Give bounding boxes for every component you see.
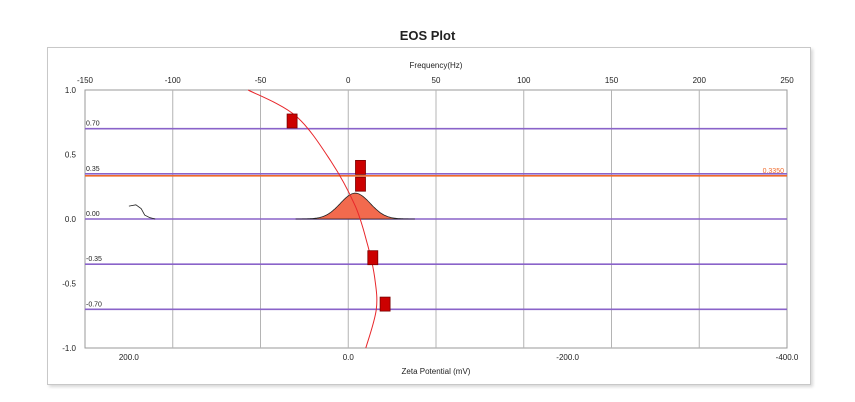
level-label: 0.00 — [86, 211, 100, 218]
y-tick-label: -1.0 — [62, 344, 76, 353]
top-tick-label: 150 — [605, 76, 619, 85]
y-tick-label: 0.5 — [65, 151, 77, 160]
axis-layer: -150 -100 -50 0 50 100 150 200 250 1.0 0.5 0.0 -0.5 -… — [62, 76, 799, 362]
top-tick-label: -100 — [165, 76, 182, 85]
bottom-tick-label: -400.0 — [776, 353, 799, 362]
curve-layer — [247, 89, 378, 349]
marker-layer — [286, 113, 391, 312]
top-tick-label: 200 — [693, 76, 707, 85]
parabola-curve — [247, 89, 378, 349]
data-marker — [286, 113, 298, 129]
top-tick-label: -150 — [77, 76, 94, 85]
top-tick-label: 100 — [517, 76, 531, 85]
y-tick-label: -0.5 — [62, 280, 76, 289]
y-tick-label: 0.0 — [65, 215, 77, 224]
bottom-tick-label: 200.0 — [119, 353, 140, 362]
spectrum-tail — [128, 204, 156, 220]
top-tick-label: 50 — [432, 76, 441, 85]
level-label: 0.70 — [86, 121, 100, 128]
data-marker — [355, 159, 366, 175]
top-axis-label: Frequency(Hz) — [410, 61, 463, 70]
data-marker — [367, 250, 379, 266]
level-label: -0.70 — [86, 301, 102, 308]
stationary-level-label: 0.3350 — [763, 168, 785, 175]
top-tick-label: 250 — [780, 76, 794, 85]
level-label: 0.35 — [86, 166, 100, 173]
top-tick-label: -50 — [255, 76, 267, 85]
bottom-tick-label: 0.0 — [343, 353, 355, 362]
y-tick-label: 1.0 — [65, 86, 77, 95]
data-marker — [355, 176, 366, 192]
level-label: -0.35 — [86, 256, 102, 263]
bottom-axis-label: Zeta Potential (mV) — [402, 367, 471, 376]
bottom-tick-label: -200.0 — [556, 353, 579, 362]
data-marker — [379, 296, 391, 312]
top-tick-label: 0 — [346, 76, 351, 85]
chart-title: EOS Plot — [399, 28, 456, 43]
level-lines: 0.3350 0.70 0.35 0.00 -0.35 -0.70 — [85, 121, 787, 311]
